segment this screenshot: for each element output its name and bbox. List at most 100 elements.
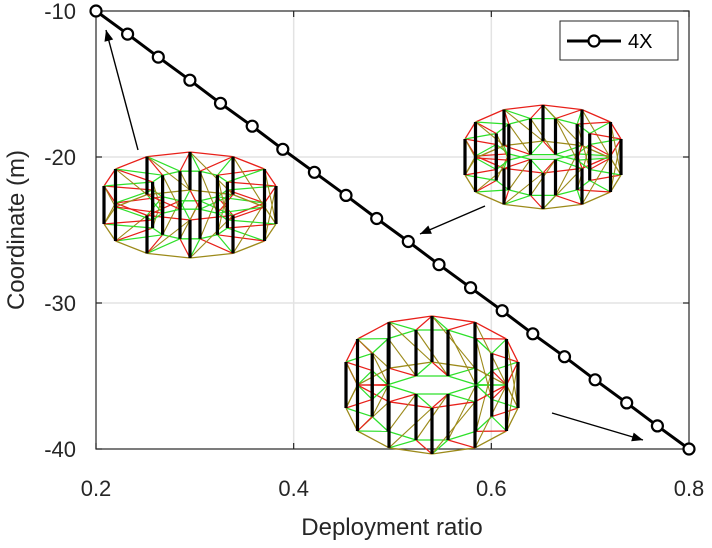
data-point [682,442,696,456]
cable [464,138,497,146]
cable [475,167,505,193]
cable [503,104,544,111]
y-tick-label: -20 [44,145,76,170]
cable [227,219,277,225]
cable [162,234,181,240]
cable [581,145,611,159]
cable [503,172,544,205]
cable [199,208,218,214]
cable [491,338,507,354]
cable [371,416,389,432]
data-point [307,165,321,179]
cable [371,338,389,354]
cable [589,121,611,135]
cable [217,174,228,183]
cable [503,140,544,147]
cable [263,168,277,187]
cable [232,202,265,254]
cable [581,109,611,123]
data-point [464,281,478,295]
cable [216,234,234,254]
fully-deployed-structure-illustration [344,315,520,455]
cable [431,315,476,369]
cable [189,252,234,259]
cable [216,194,234,214]
data-point [183,73,197,87]
cable [217,234,265,242]
data-point [120,27,135,41]
cable [464,168,497,176]
cable [589,168,622,176]
data-point [495,304,509,318]
cable [555,109,583,120]
cable [542,140,583,147]
cable [508,123,531,155]
cable [609,121,622,176]
cable [146,151,191,158]
cable [103,185,116,208]
cable [589,143,611,157]
cable [179,151,191,172]
cable [503,203,544,210]
cable [503,109,544,142]
cable [115,155,148,170]
cable [388,375,417,386]
cable [491,416,507,432]
series-4x [89,4,696,456]
data-point [89,4,103,18]
cable [542,104,583,111]
cable [415,439,433,455]
cable [103,181,153,187]
cable [609,174,622,193]
cable [388,447,433,455]
cable [162,196,181,202]
cable [388,361,433,369]
cable [388,401,433,409]
cable [609,157,622,176]
cable [345,361,358,386]
cable [103,219,153,225]
cable [555,189,578,197]
cable [464,174,477,193]
cable [103,168,117,187]
cable [491,370,507,386]
cable [555,194,583,205]
cable [199,170,218,176]
cable [371,370,389,386]
cable [542,168,583,210]
cable [199,234,218,240]
cable [555,153,578,161]
cable [388,384,417,395]
cable [115,214,148,242]
cable [388,393,417,403]
cable [103,223,117,242]
x-tick-label: 0.8 [674,476,705,501]
compact-structure-illustration [102,151,278,259]
cable [103,206,117,225]
cable [542,203,583,210]
cable [431,315,449,331]
cable [508,153,531,161]
arrow-shaft [105,29,139,151]
cable [189,151,234,158]
cable [189,238,201,259]
cable [162,208,181,214]
cable [179,189,191,210]
arrow-head [420,225,432,234]
cable [357,384,373,400]
cable [475,157,497,171]
cable [146,234,164,254]
cable [491,384,507,400]
cable [503,194,531,205]
data-point [213,96,228,110]
cable [189,189,201,210]
cable [103,185,153,191]
cable [357,321,390,340]
cable [216,175,228,221]
cable [555,153,578,161]
cable [371,384,389,400]
cable [217,168,265,176]
cable [146,219,191,254]
cable [415,361,433,377]
cable [474,321,507,340]
